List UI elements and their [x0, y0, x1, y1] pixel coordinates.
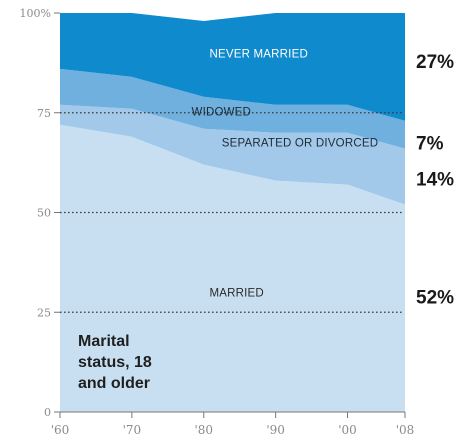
- x-tick-label-2008: '08: [396, 423, 415, 437]
- y-tick-label-75: 75: [37, 107, 51, 120]
- y-tick-label-25: 25: [37, 306, 51, 319]
- grid-layer: [60, 112, 403, 313]
- axes-layer: 0 25 50 75 100% '60 '70 '80 '90 '00 '08: [20, 7, 415, 437]
- x-tick-label-2000: '00: [338, 423, 357, 437]
- y-tick-label-50: 50: [37, 207, 51, 220]
- area-married: [60, 124, 405, 412]
- y-tick-label-0: 0: [44, 406, 51, 419]
- x-tick-label-1980: '80: [194, 423, 213, 437]
- end-value-never-married: 27%: [416, 52, 454, 73]
- series-label-never-married: NEVER MARRIED: [210, 49, 308, 61]
- area-never-married: [60, 13, 405, 121]
- series-label-married: MARRIED: [210, 287, 264, 299]
- x-tick-label-1970: '70: [123, 423, 142, 437]
- area-layer: [60, 13, 405, 412]
- chart-title-line-2: status, 18: [78, 354, 152, 371]
- series-label-separated-or-divorced: SEPARATED OR DIVORCED: [222, 138, 379, 150]
- area-widowed: [60, 68, 405, 149]
- chart-title-line-3: and older: [78, 375, 150, 392]
- y-tick-label-100: 100%: [20, 7, 51, 20]
- end-value-separated-or-divorced: 14%: [416, 170, 454, 191]
- label-layer: MARRIED SEPARATED OR DIVORCED WIDOWED NEVER…: [192, 49, 455, 309]
- series-label-widowed: WIDOWED: [192, 107, 252, 119]
- area-separated-or-divorced: [60, 104, 405, 205]
- end-value-widowed: 7%: [416, 134, 444, 155]
- x-tick-label-1990: '90: [266, 423, 285, 437]
- end-value-married: 52%: [416, 287, 454, 308]
- chart-title-line-1: Marital: [78, 333, 130, 350]
- x-tick-label-1960: '60: [51, 423, 70, 437]
